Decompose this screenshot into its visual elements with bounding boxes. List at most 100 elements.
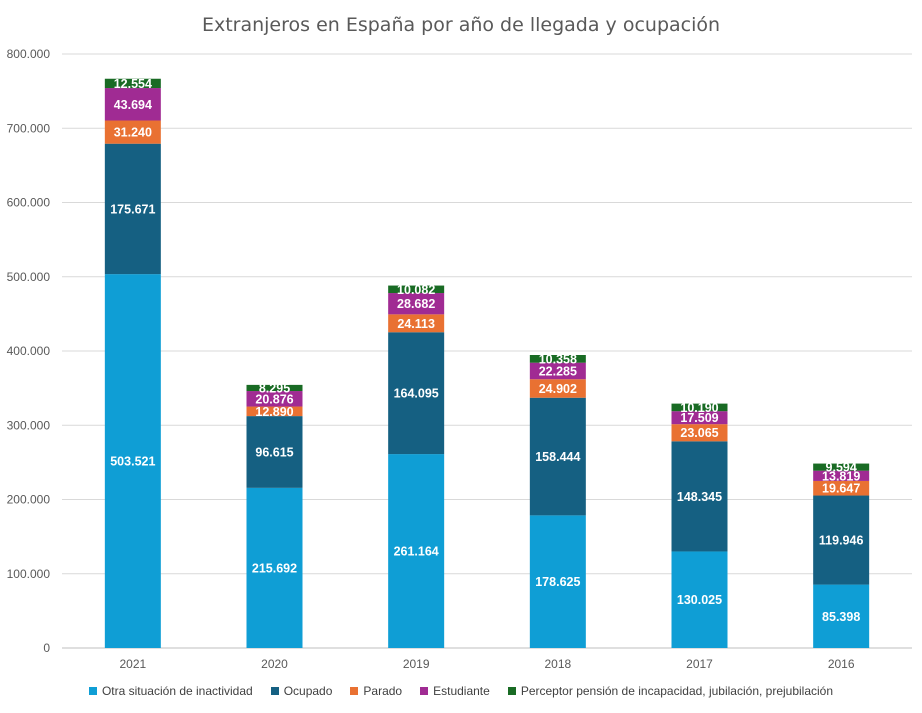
legend-swatch	[507, 687, 516, 695]
bar-segment	[529, 515, 586, 648]
data-label: 10.082	[397, 283, 435, 297]
data-label: 28.682	[397, 297, 435, 311]
y-tick-label: 400.000	[7, 344, 51, 358]
bar-segment	[104, 143, 161, 275]
data-label: 43.694	[114, 98, 152, 112]
bar-segment	[388, 285, 445, 294]
chart-title: Extranjeros en España por año de llegada…	[201, 14, 721, 36]
legend-label: Perceptor pensión de incapacidad, jubila…	[520, 684, 834, 698]
legend-entry: Ocupado	[270, 684, 333, 698]
legend-label: Otra situación de inactividad	[101, 684, 253, 698]
bar-segment	[671, 441, 728, 552]
bar-segment	[246, 416, 303, 488]
legend-entry: Parado	[350, 684, 402, 698]
data-label: 130.025	[677, 593, 722, 607]
bars: 503.521 175.671 31.240 43.694 12.554 215.692 9…	[104, 77, 870, 648]
bar-segment	[529, 379, 586, 398]
bar-segment	[671, 551, 728, 648]
bar-segment	[529, 362, 586, 380]
y-tick-label: 100.000	[7, 567, 51, 581]
x-tick-label: 2018	[544, 657, 571, 671]
bar-segment	[671, 403, 728, 412]
legend-label: Estudiante	[433, 684, 490, 698]
data-label: 10.190	[680, 401, 718, 415]
bar-segment	[813, 584, 870, 648]
data-label: 96.615	[255, 445, 293, 459]
legend-entry: Estudiante	[420, 684, 490, 698]
x-tick-label: 2020	[261, 657, 288, 671]
data-label: 24.113	[397, 317, 435, 331]
y-tick-label: 600.000	[7, 196, 51, 210]
data-label: 13.819	[822, 469, 860, 483]
legend-entry: Otra situación de inactividad	[88, 684, 253, 698]
bar-segment	[388, 293, 445, 315]
y-tick-label: 200.000	[7, 493, 51, 507]
bar-segment	[671, 411, 728, 425]
data-label: 17.509	[680, 411, 718, 425]
legend-entry: Perceptor pensión de incapacidad, jubila…	[507, 684, 834, 698]
y-tick-label: 500.000	[7, 270, 51, 284]
y-axis: 0 100.000 200.000 300.000 400.000 500.000 600.…	[7, 47, 51, 655]
y-tick-label: 300.000	[7, 418, 51, 432]
data-label: 22.285	[539, 364, 577, 378]
bar-segment	[246, 384, 303, 392]
data-label: 178.625	[535, 575, 580, 589]
data-label: 12.890	[255, 405, 293, 419]
data-label: 8.295	[259, 381, 290, 395]
data-label: 85.398	[822, 610, 860, 624]
x-tick-label: 2021	[119, 657, 146, 671]
bar-segment	[813, 463, 870, 471]
x-tick-label: 2017	[686, 657, 713, 671]
data-label: 24.902	[539, 382, 577, 396]
bar-segment	[529, 397, 586, 516]
data-label: 119.946	[819, 534, 864, 548]
legend-swatch	[350, 687, 359, 695]
data-label: 23.065	[680, 426, 718, 440]
bar-segment	[813, 480, 870, 496]
bar-segment	[529, 354, 586, 363]
data-label: 31.240	[114, 126, 152, 140]
data-label: 148.345	[677, 490, 722, 504]
data-label: 175.671	[110, 202, 155, 216]
x-axis: 2021 2020 2019 2018 2017 2016	[119, 657, 854, 671]
legend-swatch	[420, 687, 429, 695]
data-label: 158.444	[535, 450, 580, 464]
bar-segment	[246, 406, 303, 417]
gridlines	[62, 53, 912, 649]
data-label: 9.594	[826, 461, 857, 475]
data-label: 261.164	[394, 545, 439, 559]
bar-segment	[104, 88, 161, 121]
bar-segment	[104, 78, 161, 89]
y-tick-label: 700.000	[7, 121, 51, 135]
bar-segment	[104, 120, 161, 144]
y-tick-label: 0	[43, 641, 50, 655]
bar-segment	[813, 495, 870, 585]
bar-segment	[388, 314, 445, 333]
legend-label: Parado	[363, 684, 403, 698]
data-label: 12.554	[114, 77, 152, 91]
data-label: 20.876	[255, 392, 293, 406]
bar-segment	[388, 454, 445, 648]
data-label: 215.692	[252, 561, 297, 575]
data-label: 10.358	[539, 352, 577, 366]
x-tick-label: 2019	[403, 657, 430, 671]
data-label: 19.647	[822, 482, 860, 496]
bar-stack-2021: 503.521 175.671 31.240 43.694 12.554	[104, 77, 161, 648]
bar-segment	[246, 487, 303, 648]
bar-segment	[104, 274, 161, 648]
legend-swatch	[270, 687, 279, 695]
legend-swatch	[88, 687, 97, 695]
legend-label: Ocupado	[283, 684, 333, 698]
data-label: 164.095	[394, 387, 439, 401]
bar-segment	[246, 391, 303, 407]
bar-segment	[813, 470, 870, 481]
legend: Otra situación de inactividad Ocupado Para…	[0, 684, 922, 698]
data-label: 503.521	[110, 455, 155, 469]
bar-segment	[671, 424, 728, 442]
